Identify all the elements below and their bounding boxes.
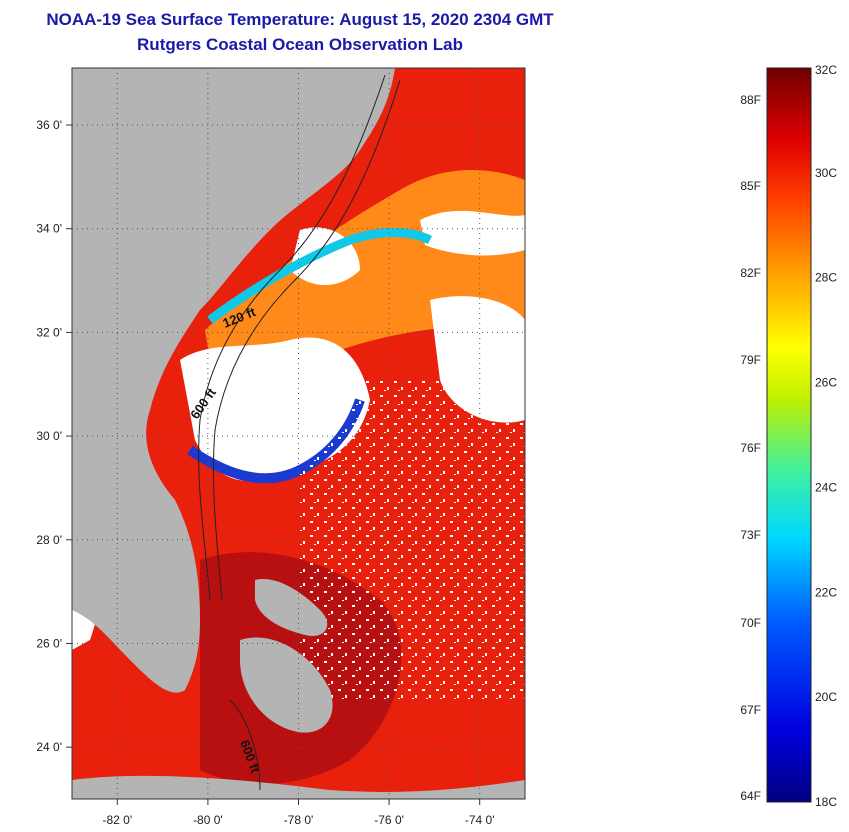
longitude-tick-label: -74 0' <box>465 813 495 827</box>
latitude-axis: 36 0' 34 0' 32 0' 30 0' 28 0' 26 0' 24 0' <box>36 118 72 754</box>
depth-contour-line <box>229 699 261 791</box>
depth-contour-line <box>212 79 401 601</box>
graticule <box>72 68 525 799</box>
colorbar-celsius-label: 32C <box>815 63 837 77</box>
colorbar-celsius-label: 18C <box>815 795 837 809</box>
bahamas-bank <box>255 579 328 636</box>
colorbar-celsius-labels: 32C 30C 28C 26C 24C 22C 20C 18C <box>815 63 837 809</box>
map-title: NOAA-19 Sea Surface Temperature: August … <box>46 10 554 29</box>
colorbar-fahrenheit-label: 76F <box>740 441 761 455</box>
latitude-tick-label: 28 0' <box>36 533 62 547</box>
colorbar-celsius-label: 22C <box>815 585 837 599</box>
depth-contour-line <box>198 74 386 601</box>
colorbar-fahrenheit-label: 82F <box>740 266 761 280</box>
bahamas-bank <box>240 637 333 733</box>
colorbar-celsius-label: 24C <box>815 480 837 494</box>
map-subtitle: Rutgers Coastal Ocean Observation Lab <box>137 35 463 54</box>
cloud-patch <box>420 210 525 256</box>
longitude-tick-label: -76 0' <box>374 813 404 827</box>
land-south <box>72 775 525 799</box>
longitude-tick-label: -78 0' <box>284 813 314 827</box>
latitude-tick-label: 26 0' <box>36 636 62 650</box>
longitude-axis: -82 0' -80 0' -78 0' -76 0' -74 0' <box>102 799 495 827</box>
cool-fringe-north <box>207 228 433 324</box>
latitude-tick-label: 36 0' <box>36 118 62 132</box>
colorbar-celsius-label: 20C <box>815 690 837 704</box>
colorbar-fahrenheit-label: 64F <box>740 789 761 803</box>
latitude-tick-label: 32 0' <box>36 325 62 339</box>
colorbar-fahrenheit-label: 70F <box>740 616 761 630</box>
colorbar-fahrenheit-labels: 88F 85F 82F 79F 76F 73F 70F 67F 64F <box>740 93 761 803</box>
colorbar-celsius-label: 28C <box>815 271 837 285</box>
latitude-tick-label: 24 0' <box>36 740 62 754</box>
longitude-tick-label: -80 0' <box>193 813 223 827</box>
colorbar-celsius-label: 26C <box>815 376 837 390</box>
latitude-tick-label: 30 0' <box>36 429 62 443</box>
colorbar-fahrenheit-label: 67F <box>740 703 761 717</box>
colorbar-fahrenheit-label: 79F <box>740 353 761 367</box>
latitude-tick-label: 34 0' <box>36 222 62 236</box>
land-mainland <box>72 68 395 693</box>
longitude-tick-label: -82 0' <box>102 813 132 827</box>
colorbar-fahrenheit-label: 88F <box>740 93 761 107</box>
sst-map: 120 ft 600 ft 600 ft 36 0'34 0'32 0'30 0… <box>36 67 526 827</box>
colorbar-gradient <box>766 67 812 803</box>
colorbar-fahrenheit-label: 73F <box>740 528 761 542</box>
colorbar-celsius-label: 30C <box>815 166 837 180</box>
colorbar-fahrenheit-label: 85F <box>740 179 761 193</box>
